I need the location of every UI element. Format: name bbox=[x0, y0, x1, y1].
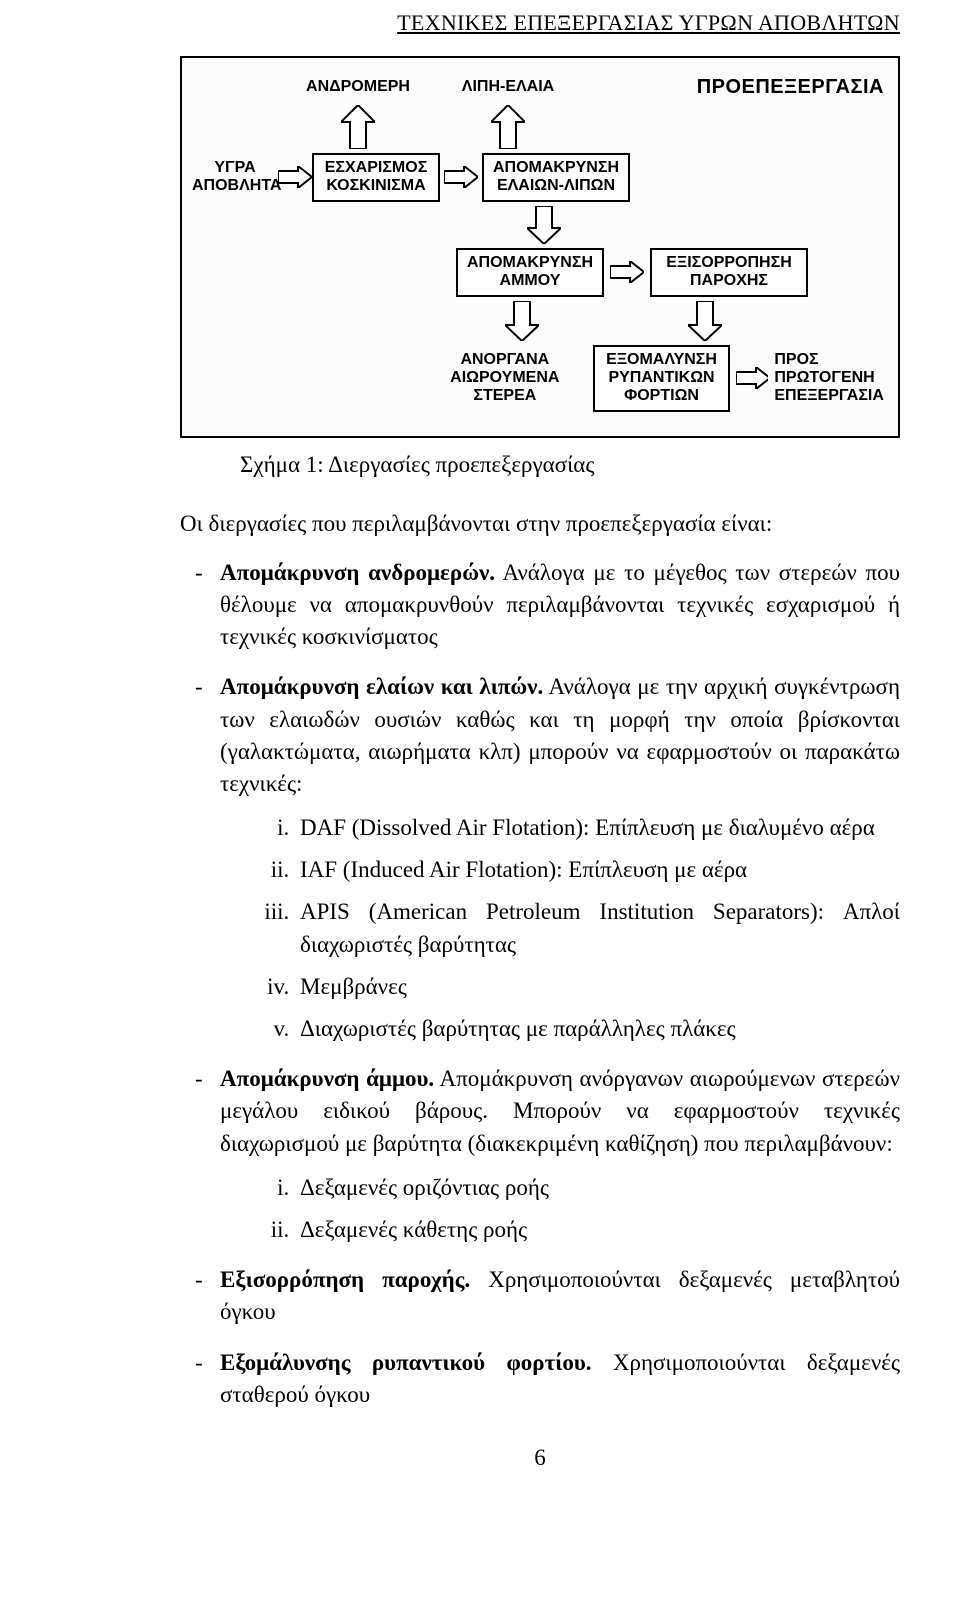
running-head: ΤΕΧΝΙΚΕΣ ΕΠΕΞΕΡΓΑΣΙΑΣ ΥΓΡΩΝ ΑΠΟΒΛΗΤΩΝ bbox=[180, 10, 900, 36]
arrow-up-icon bbox=[341, 105, 375, 149]
roman-item: Μεμβράνες bbox=[295, 971, 900, 1003]
diagram-box-apomak-elaion: ΑΠΟΜΑΚΡΥΝΣΗ ΕΛΑΙΩΝ-ΛΙΠΩΝ bbox=[482, 153, 630, 202]
diagram-container: ΑΝΔΡΟΜΕΡΗ ΛΙΠΗ-ΕΛΑΙΑ ΠΡΟΕΠΕΞΕΡΓΑΣΙΑ ΥΓΡΑ… bbox=[180, 56, 900, 438]
roman-item: Δεξαμενές οριζόντιας ροής bbox=[295, 1172, 900, 1204]
arrow-right-icon bbox=[278, 166, 312, 188]
arrow-down-icon bbox=[527, 206, 561, 244]
list-item: Εξομάλυνσης ρυπαντικού φορτίου. Χρησιμοπ… bbox=[220, 1347, 900, 1411]
list-item-lead: Απομάκρυνση ανδρομερών. bbox=[220, 560, 495, 585]
page-number: 6 bbox=[180, 1445, 900, 1471]
diagram-title: ΠΡΟΕΠΕΞΕΡΓΑΣΙΑ bbox=[697, 76, 884, 99]
arrow-down-icon bbox=[505, 301, 539, 341]
roman-item: APIS (American Petroleum Institution Sep… bbox=[295, 896, 900, 960]
list-item-lead: Εξομάλυνσης ρυπαντικού φορτίου. bbox=[220, 1350, 592, 1375]
diagram-box-exomalynsi: ΕΞΟΜΑΛΥΝΣΗ ΡΥΠΑΝΤΙΚΩΝ ΦΟΡΤΙΩΝ bbox=[593, 345, 730, 412]
roman-item: Δεξαμενές κάθετης ροής bbox=[295, 1214, 900, 1246]
roman-item: IAF (Induced Air Flotation): Επίπλευση μ… bbox=[295, 854, 900, 886]
diagram-label-pros-protogeni: ΠΡΟΣ ΠΡΩΤΟΓΕΝΗ ΕΠΕΞΕΡΓΑΣΙΑ bbox=[774, 351, 888, 406]
diagram-caption: Σχήμα 1: Διεργασίες προεπεξεργασίας bbox=[240, 452, 900, 478]
roman-list: DAF (Dissolved Air Flotation): Επίπλευση… bbox=[220, 812, 900, 1045]
main-list: Απομάκρυνση ανδρομερών. Ανάλογα με το μέ… bbox=[180, 557, 900, 1411]
list-item: Εξισορρόπηση παροχής. Χρησιμοποιούνται δ… bbox=[220, 1264, 900, 1328]
intro-text: Οι διεργασίες που περιλαμβάνονται στην π… bbox=[180, 508, 900, 539]
list-item-lead: Απομάκρυνση άμμου. bbox=[220, 1066, 434, 1091]
list-item: Απομάκρυνση ελαίων και λιπών. Ανάλογα με… bbox=[220, 671, 900, 1045]
list-item: Απομάκρυνση ανδρομερών. Ανάλογα με το μέ… bbox=[220, 557, 900, 654]
list-item: Απομάκρυνση άμμου. Απομάκρυνση ανόργανων… bbox=[220, 1063, 900, 1246]
diagram-label-ygra-apovlita: ΥΓΡΑ ΑΠΟΒΛΗΤΑ bbox=[192, 159, 278, 196]
list-item-lead: Απομάκρυνση ελαίων και λιπών. bbox=[220, 674, 543, 699]
arrow-right-icon bbox=[736, 367, 768, 389]
diagram-label-andromeri: ΑΝΔΡΟΜΕΡΗ bbox=[296, 78, 420, 96]
roman-list: Δεξαμενές οριζόντιας ροής Δεξαμενές κάθε… bbox=[220, 1172, 900, 1246]
roman-item: Διαχωριστές βαρύτητας με παράλληλες πλάκ… bbox=[295, 1013, 900, 1045]
arrow-down-icon bbox=[688, 301, 722, 341]
diagram-box-exisorropisi: ΕΞΙΣΟΡΡΟΠΗΣΗ ΠΑΡΟΧΗΣ bbox=[650, 248, 808, 297]
diagram-label-anorgana: ΑΝΟΡΓΑΝΑ ΑΙΩΡΟΥΜΕΝΑ ΣΤΕΡΕΑ bbox=[430, 351, 580, 406]
arrow-up-icon bbox=[491, 105, 525, 149]
diagram-label-lipi-elaia: ΛΙΠΗ-ΕΛΑΙΑ bbox=[438, 78, 578, 96]
diagram-box-apomak-ammou: ΑΠΟΜΑΚΡΥΝΣΗ ΑΜΜΟΥ bbox=[456, 248, 604, 297]
list-item-lead: Εξισορρόπηση παροχής. bbox=[220, 1267, 470, 1292]
roman-item: DAF (Dissolved Air Flotation): Επίπλευση… bbox=[295, 812, 900, 844]
diagram-box-escharismos: ΕΣΧΑΡΙΣΜΟΣ ΚΟΣΚΙΝΙΣΜΑ bbox=[312, 153, 440, 202]
arrow-right-icon bbox=[444, 166, 478, 188]
arrow-right-icon bbox=[610, 261, 644, 283]
